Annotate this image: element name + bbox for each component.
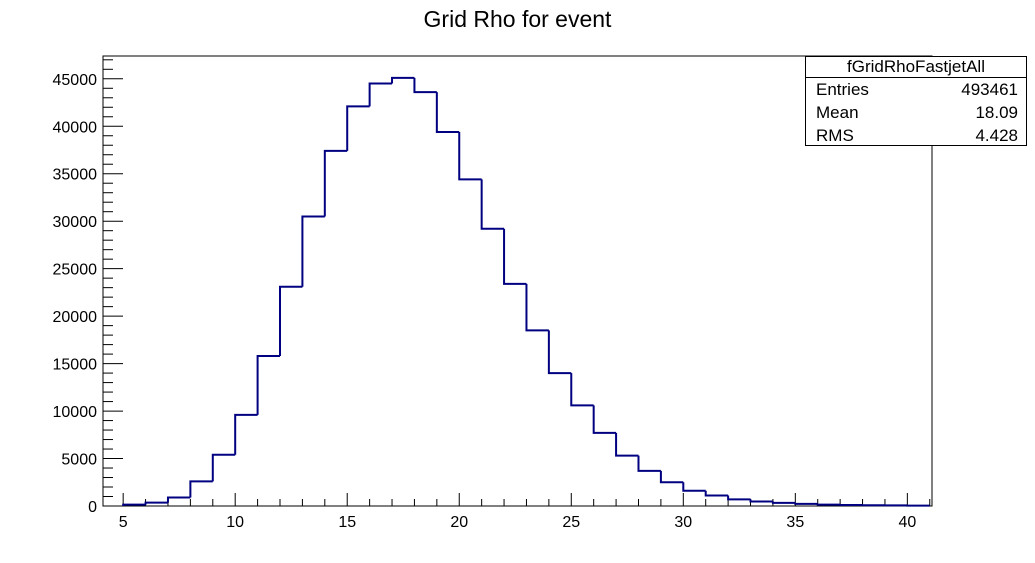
histogram-bin [525, 283, 549, 332]
histogram-bin [615, 432, 639, 457]
histogram-bin [637, 455, 661, 472]
histogram-bin [189, 480, 213, 498]
histogram-bin [682, 482, 706, 492]
histogram-bin [301, 215, 325, 287]
histogram-bin [346, 105, 370, 151]
axes [102, 55, 933, 507]
histogram-bin [279, 285, 303, 356]
histogram-bin [816, 503, 841, 506]
histogram-bin [727, 495, 751, 501]
y-tick-label: 40000 [53, 119, 98, 136]
y-tick-label: 45000 [53, 72, 98, 89]
histogram-bin [570, 373, 594, 407]
stats-entries-row: Entries 493461 [806, 78, 1026, 101]
histogram-bins [122, 76, 930, 507]
stats-rms-label: RMS [816, 126, 854, 145]
histogram-bin [211, 453, 236, 482]
y-tick-label: 15000 [53, 357, 98, 374]
y-tick-label: 5000 [61, 452, 97, 469]
stats-box: fGridRhoFastjetAll Entries 493461 Mean 1… [805, 56, 1027, 146]
histogram-bin [122, 503, 146, 506]
chart-title: Grid Rho for event [423, 6, 612, 32]
stats-rms-value: 4.428 [975, 126, 1018, 145]
histogram-bin [659, 470, 684, 484]
stats-entries-value: 493461 [961, 80, 1018, 99]
histogram-bin [234, 413, 258, 455]
histogram-bin [794, 502, 818, 505]
x-tick-label: 35 [786, 514, 804, 531]
y-tick-label: 10000 [53, 404, 98, 421]
histogram-bin [771, 501, 796, 504]
histogram-bin [547, 330, 572, 375]
y-tick-label: 25000 [53, 262, 98, 279]
histogram-bin [592, 405, 617, 434]
stats-entries-label: Entries [816, 80, 869, 99]
histogram-bin [166, 496, 191, 503]
histogram-bin [144, 501, 168, 505]
histogram-bin [391, 76, 415, 84]
x-tick-label: 10 [226, 514, 244, 531]
histogram-bin [503, 228, 527, 285]
y-tick-label: 35000 [53, 167, 98, 184]
x-tick-label: 15 [338, 514, 356, 531]
stats-mean-label: Mean [816, 103, 859, 122]
histogram-bin [323, 149, 348, 217]
stats-mean-row: Mean 18.09 [806, 101, 1026, 124]
histogram-bin [704, 490, 729, 497]
x-tick-label: 20 [450, 514, 468, 531]
histogram-bin [480, 179, 505, 230]
histogram-bin [749, 499, 773, 503]
y-tick-label: 0 [88, 499, 97, 516]
stats-mean-value: 18.09 [975, 103, 1018, 122]
x-tick-label: 40 [898, 514, 916, 531]
histogram-bin [413, 77, 437, 94]
stats-box-name: fGridRhoFastjetAll [806, 57, 1026, 78]
histogram-bin [368, 82, 393, 107]
plot-frame [102, 55, 933, 507]
histogram-bin [435, 92, 460, 133]
stats-rms-row: RMS 4.428 [806, 124, 1026, 147]
x-tick-label: 25 [562, 514, 580, 531]
y-tick-label: 20000 [53, 309, 98, 326]
x-tick-label: 30 [674, 514, 692, 531]
histogram-bin [458, 131, 482, 181]
histogram-bin [256, 355, 281, 415]
y-tick-label: 30000 [53, 214, 98, 231]
x-tick-label: 5 [119, 514, 128, 531]
tick-labels: 5 10 15 20 25 30 35 40 0 5000 10000 15000 20000 25000… [53, 72, 917, 531]
